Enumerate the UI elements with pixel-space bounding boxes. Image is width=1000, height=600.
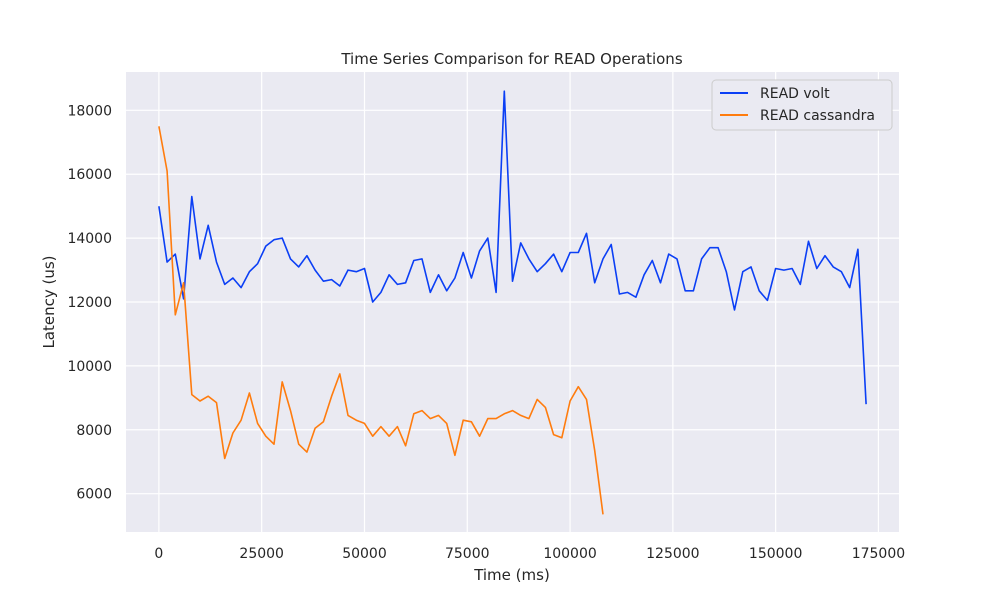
- y-tick-label: 14000: [67, 231, 112, 247]
- x-tick-label: 50000: [342, 546, 387, 562]
- y-tick-label: 6000: [76, 487, 112, 503]
- legend-label-read-volt: READ volt: [760, 86, 830, 102]
- x-axis-label: Time (ms): [473, 566, 550, 584]
- y-axis-label: Latency (us): [40, 255, 58, 348]
- x-tick-label: 75000: [445, 546, 490, 562]
- x-tick-label: 0: [154, 546, 163, 562]
- x-tick-label: 150000: [749, 546, 802, 562]
- x-tick-label: 25000: [239, 546, 284, 562]
- legend: READ volt READ cassandra: [711, 79, 893, 131]
- x-tick-label: 175000: [852, 546, 905, 562]
- legend-label-read-cassandra: READ cassandra: [760, 108, 875, 124]
- y-tick-label: 8000: [76, 423, 112, 439]
- y-tick-label: 16000: [67, 167, 112, 183]
- y-tick-label: 18000: [67, 103, 112, 119]
- y-tick-label: 12000: [67, 295, 112, 311]
- tick-labels: 0 25000 50000 75000 100000 125000 150000 175000…: [67, 103, 905, 562]
- x-tick-label: 100000: [543, 546, 596, 562]
- y-tick-label: 10000: [67, 359, 112, 375]
- chart-title: Time Series Comparison for READ Operatio…: [340, 50, 682, 68]
- x-tick-label: 125000: [646, 546, 699, 562]
- series-group: [158, 90, 867, 515]
- legend-box: [711, 79, 893, 131]
- grid: [126, 72, 899, 532]
